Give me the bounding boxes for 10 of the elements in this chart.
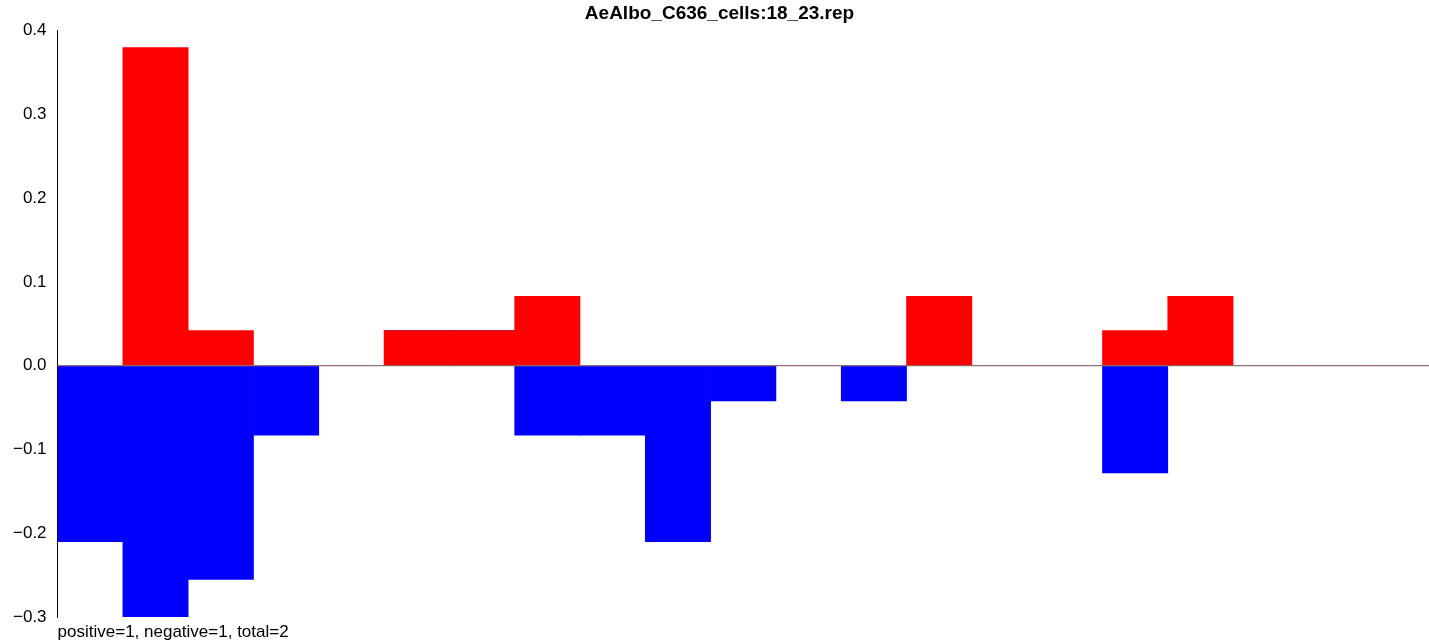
y-tick-label: −0.2 (13, 522, 47, 542)
y-tick-label: −0.3 (13, 606, 47, 626)
y-tick-label: 0.4 (22, 20, 47, 40)
chart-title: AeAlbo_C636_cells:18_23.rep (584, 1, 855, 23)
y-tick-label: 0.0 (22, 355, 47, 375)
y-tick-label: 0.3 (22, 104, 47, 124)
y-tick-label: 0.2 (22, 187, 47, 207)
y-tick-label: −0.1 (13, 439, 47, 459)
text: positive=1, negative=1, total=2 (57, 622, 289, 642)
y-tick-label: 0.1 (22, 271, 47, 291)
